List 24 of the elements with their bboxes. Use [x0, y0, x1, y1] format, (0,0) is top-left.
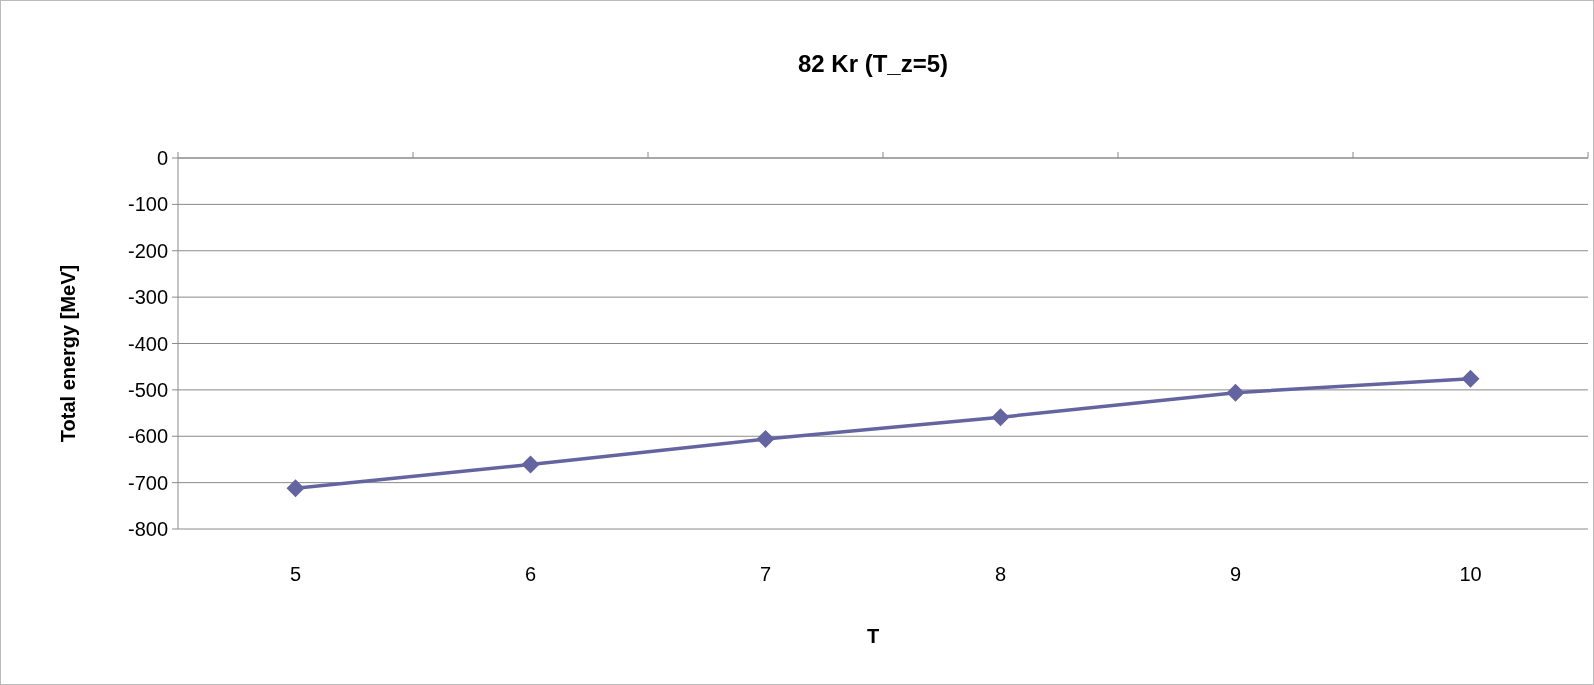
- y-axis-title: Total energy [MeV]: [57, 264, 79, 443]
- point: [991, 408, 1010, 427]
- chart-title: 82 Kr (T_z=5): [797, 50, 949, 77]
- x-tick-label: 6: [524, 563, 537, 585]
- y-tick-label: -500: [127, 378, 168, 401]
- point: [521, 455, 540, 474]
- x-tick-label: 10: [1459, 563, 1482, 585]
- x-tick-label: 9: [1229, 563, 1242, 585]
- y-tick-label: -800: [127, 518, 168, 540]
- y-tick-label: 0: [156, 147, 168, 169]
- y-tick-label: -700: [127, 471, 168, 494]
- y-tick-label: -200: [127, 239, 168, 262]
- point: [1226, 383, 1245, 402]
- x-axis-title: T: [866, 625, 880, 647]
- x-tick-label: 5: [289, 563, 302, 585]
- point: [756, 430, 775, 449]
- x-tick-label: 8: [994, 563, 1007, 585]
- y-tick-label: -300: [127, 286, 168, 309]
- point: [1461, 369, 1480, 388]
- point: [286, 479, 305, 498]
- y-tick-label: -100: [127, 193, 168, 216]
- y-tick-label: -600: [127, 425, 168, 448]
- y-tick-label: -400: [127, 332, 168, 355]
- x-tick-label: 7: [759, 563, 772, 585]
